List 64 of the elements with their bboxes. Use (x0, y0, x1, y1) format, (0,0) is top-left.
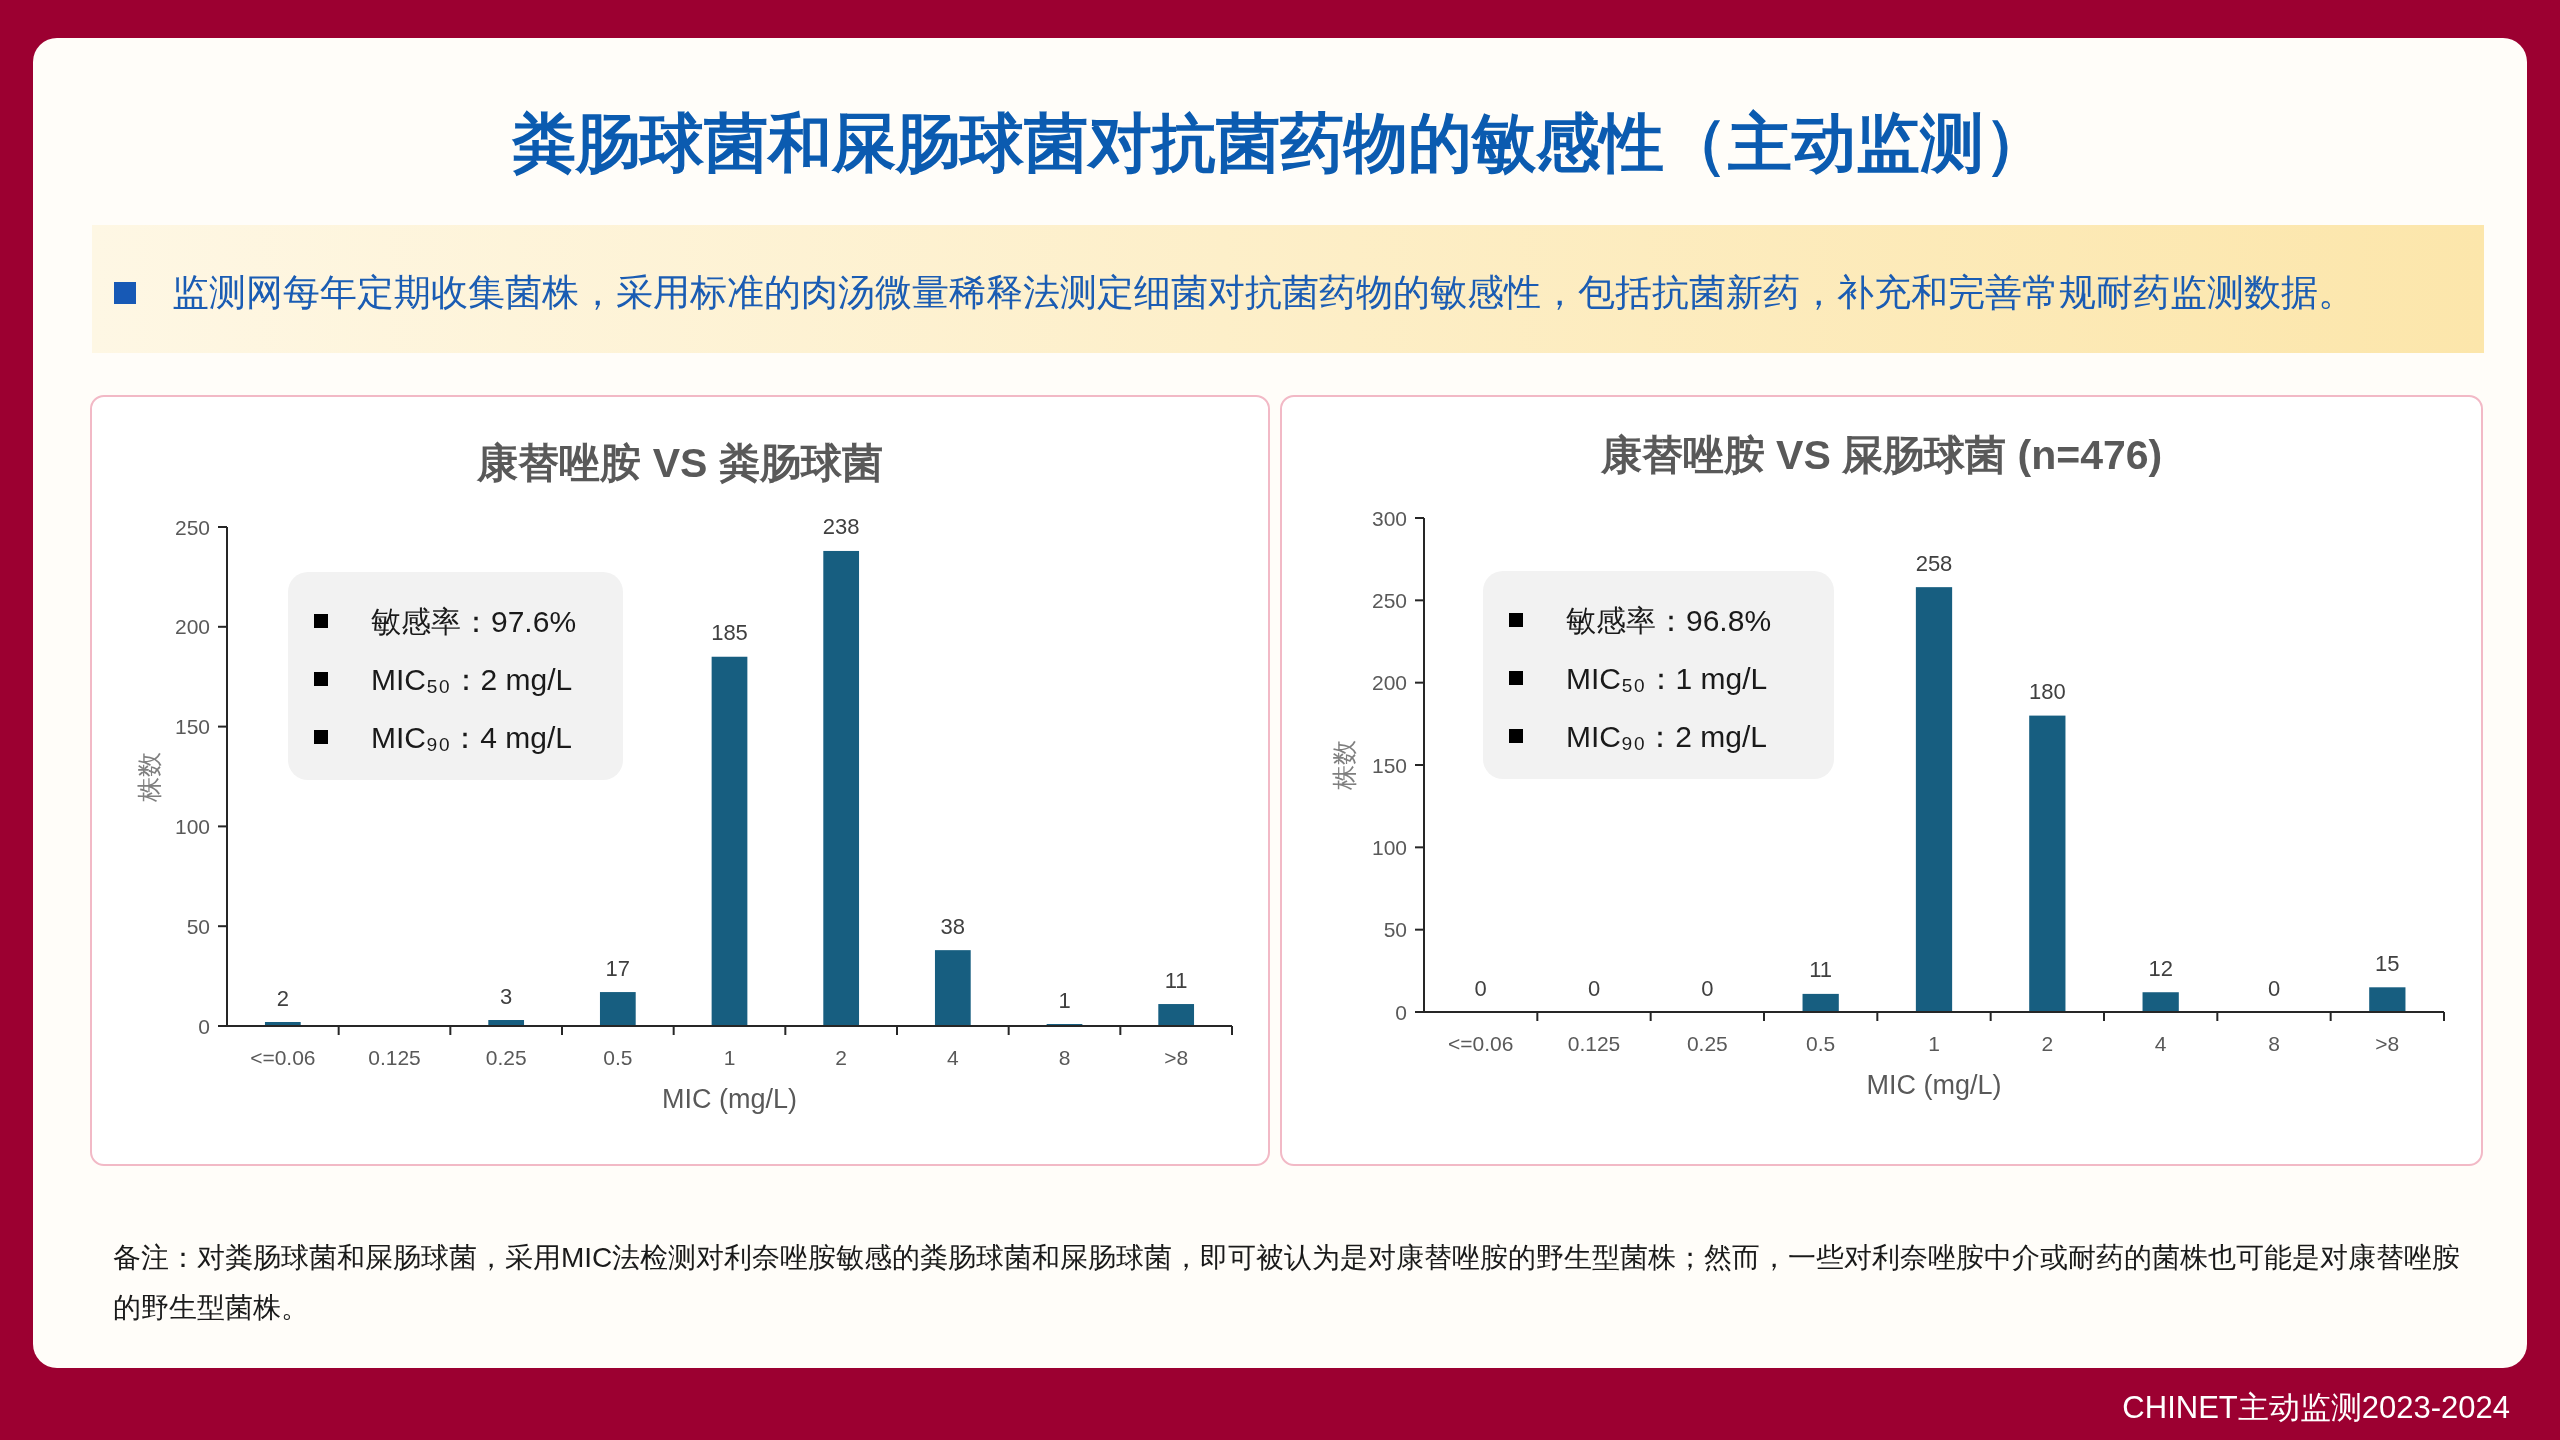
text: CHINET主动监测2023-2024 (2121, 1389, 2510, 1427)
x-tick-label: 4 (2154, 1031, 2167, 1055)
annotation: 敏感率：96.8% (1566, 603, 1772, 637)
x-tick-label: 0.5 (603, 1045, 633, 1069)
y-tick-label: 100 (1371, 835, 1407, 859)
x-tick-label: 0.125 (1567, 1031, 1621, 1055)
x-tick-label: 0.25 (485, 1045, 527, 1069)
y-tick-label: 50 (1383, 918, 1407, 942)
data-label: 1 (1058, 987, 1071, 1013)
y-tick-label: 150 (1371, 753, 1407, 777)
annotation: 敏感率：97.6% (371, 604, 577, 638)
data-label: 185 (711, 620, 748, 646)
x-tick-label: 8 (2268, 1031, 2280, 1055)
data-label: 17 (605, 955, 631, 981)
y-axis-title: 株数 (135, 751, 163, 803)
text: 备注：对粪肠球菌和屎肠球菌，采用MIC法检测对利奈唑胺敏感的粪肠球菌和屎肠球菌，即可被认为是对康替唑胺的野生型菌株；然而，一些对利奈唑胺中介或耐药的菌株也可能是对康替唑胺的野生型菌株。 (113, 1241, 2462, 1325)
data-label: 12 (2148, 955, 2173, 981)
y-tick-label: 300 (1371, 506, 1407, 530)
y-tick-label: 0 (1395, 1000, 1407, 1024)
x-tick-label: 2 (2041, 1031, 2054, 1055)
data-label: 258 (1915, 550, 1953, 576)
data-label: 0 (1587, 975, 1601, 1001)
y-tick-label: 250 (174, 515, 210, 539)
data-label: 180 (2028, 679, 2066, 705)
annotation: MIC₅₀：1 mg/L (1566, 661, 1768, 695)
y-axis-title: 株数 (1330, 740, 1358, 791)
y-tick-label: 0 (198, 1014, 210, 1038)
y-tick-label: 200 (1371, 671, 1407, 695)
x-tick-label: >8 (1164, 1045, 1189, 1069)
chart-title: 康替唑胺 VS 粪肠球菌 (476, 440, 883, 486)
text: 监测网每年定期收集菌株，采用标准的肉汤微量稀释法测定细菌对抗菌药物的敏感性，包括抗菌新药，补充和完善常规耐药监测数据。 (172, 271, 2355, 315)
data-label: 11 (1809, 957, 1833, 983)
y-tick-label: 250 (1371, 588, 1407, 612)
x-tick-label: 0.25 (1686, 1031, 1728, 1055)
x-tick-label: 4 (946, 1045, 959, 1069)
x-axis-title: MIC (mg/L) (662, 1084, 797, 1114)
chart-title: 康替唑胺 VS 屎肠球菌 (n=476) (1599, 432, 2163, 478)
x-tick-label: 0.5 (1806, 1031, 1836, 1055)
x-tick-label: >8 (2375, 1031, 2400, 1055)
x-axis-title: MIC (mg/L) (1866, 1070, 2002, 1100)
data-label: 11 (1164, 967, 1188, 993)
x-tick-label: 1 (1928, 1031, 1940, 1055)
y-tick-label: 200 (174, 615, 210, 639)
annotation: MIC₉₀：2 mg/L (1566, 719, 1768, 753)
x-tick-label: <=0.06 (1447, 1031, 1514, 1055)
x-tick-label: 8 (1058, 1045, 1071, 1069)
data-label: 238 (822, 514, 860, 540)
data-label: 0 (1474, 975, 1487, 1001)
data-label: 0 (2267, 975, 2281, 1001)
annotation: MIC₅₀：2 mg/L (371, 662, 573, 696)
data-label: 2 (276, 985, 289, 1011)
y-tick-label: 100 (174, 814, 210, 838)
y-tick-label: 50 (186, 914, 210, 938)
annotation: MIC₉₀：4 mg/L (371, 720, 573, 754)
x-tick-label: <=0.06 (250, 1045, 316, 1069)
data-label: 15 (2375, 950, 2400, 976)
x-tick-label: 1 (723, 1045, 736, 1069)
data-label: 38 (940, 913, 966, 939)
data-label: 3 (500, 983, 513, 1009)
y-tick-label: 150 (174, 715, 210, 739)
data-label: 0 (1701, 975, 1714, 1001)
x-tick-label: 0.125 (368, 1045, 421, 1069)
text: 粪肠球菌和屎肠球菌对抗菌药物的敏感性（主动监测） (511, 106, 2049, 180)
x-tick-label: 2 (835, 1045, 848, 1069)
